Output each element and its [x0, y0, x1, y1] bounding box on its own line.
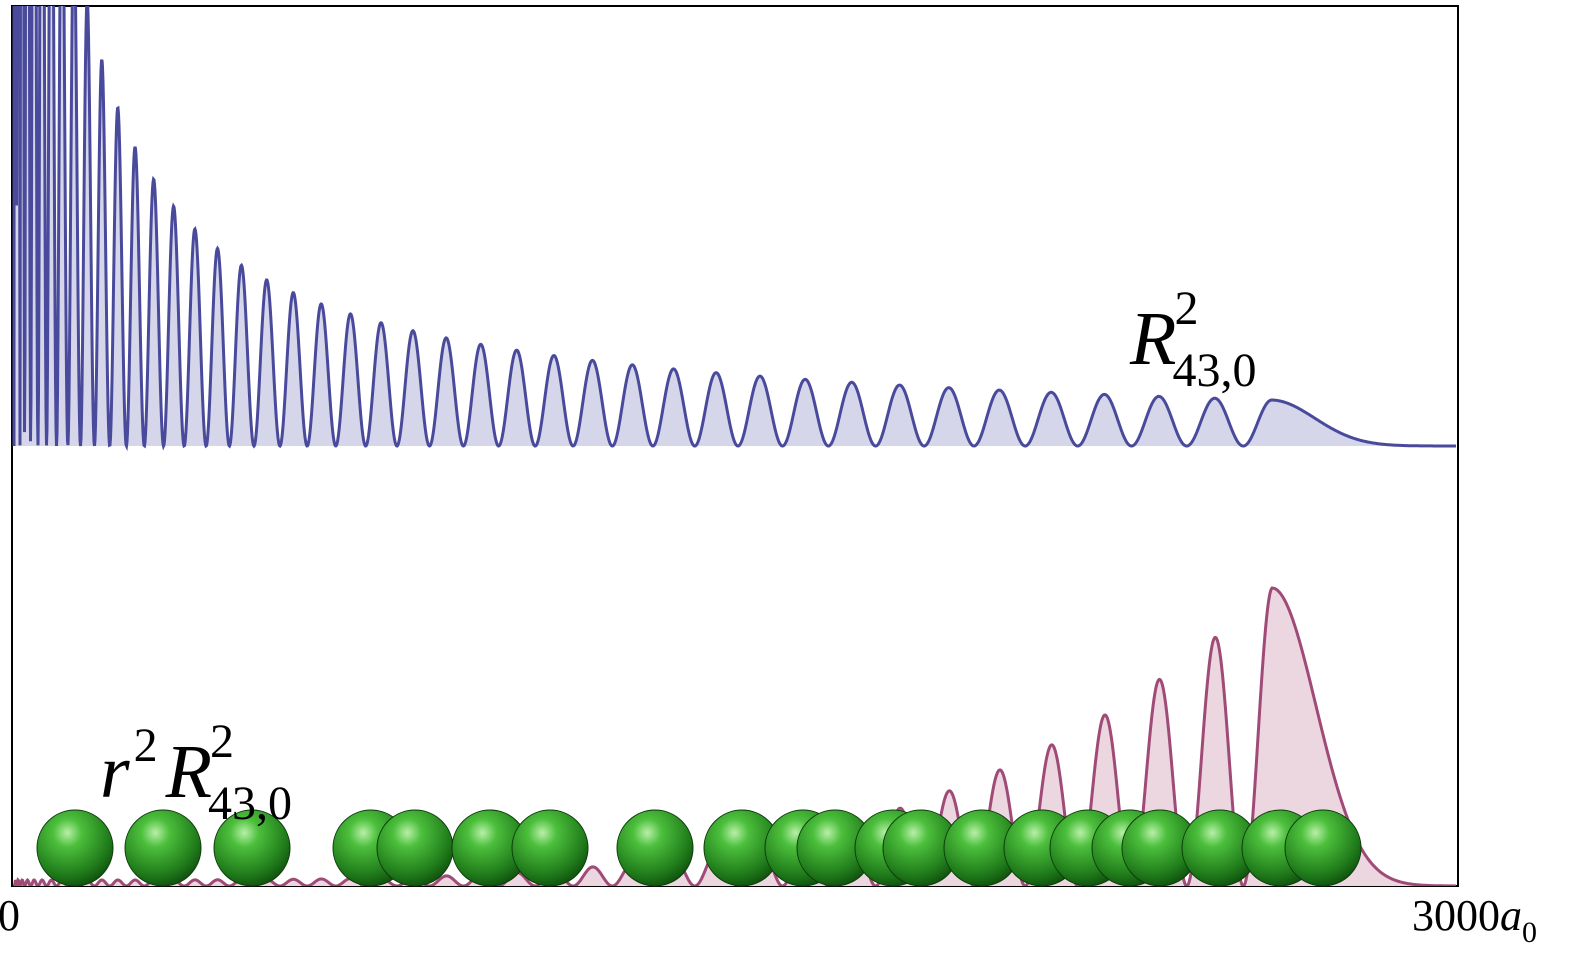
sphere: [376, 809, 454, 887]
sphere: [616, 809, 694, 887]
axis-unit: a: [1500, 891, 1522, 940]
sphere: [124, 809, 202, 887]
sphere: [511, 809, 589, 887]
label-sup: 2: [210, 715, 234, 768]
spheres: [36, 809, 1362, 887]
label-prefix: r: [100, 730, 130, 814]
r2-curve: [12, 6, 1456, 452]
r2-area: [14, 6, 1456, 446]
axis-end-number: 3000: [1412, 891, 1500, 940]
sphere: [213, 809, 291, 887]
label-r2r2: r2 R2 43,0: [100, 715, 292, 830]
sphere: [36, 809, 114, 887]
label-r2: R2 43,0: [1129, 282, 1256, 397]
label-sub: 43,0: [208, 777, 292, 830]
axis-start: 0: [0, 891, 20, 940]
sphere: [1284, 809, 1362, 887]
axis-end: 3000a0: [1412, 891, 1537, 949]
axis-unit-sub: 0: [1522, 916, 1537, 949]
label-base: R: [165, 730, 212, 814]
label-sub: 43,0: [1172, 344, 1256, 397]
label-sup: 2: [1174, 282, 1198, 335]
label-base: R: [1129, 297, 1176, 381]
label-prefix-sup: 2: [134, 719, 158, 772]
